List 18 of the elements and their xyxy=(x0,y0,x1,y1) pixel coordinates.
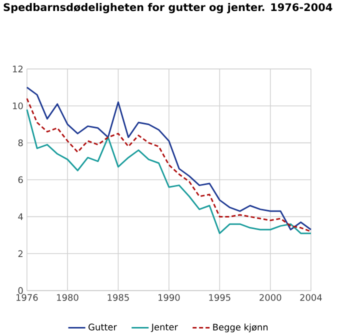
x-tick-label: 1985 xyxy=(108,294,129,301)
x-tick-label: 1990 xyxy=(158,294,180,301)
x-tick-label: 1980 xyxy=(57,294,78,301)
x-tick-label: 1976 xyxy=(16,294,38,301)
legend-label: Begge kjønn xyxy=(213,324,268,332)
y-tick-label: 8 xyxy=(18,139,23,146)
legend-label: Jenter xyxy=(150,324,178,332)
y-tick-label: 2 xyxy=(18,250,23,257)
y-tick-label: 4 xyxy=(18,213,23,220)
x-tick-label: 1995 xyxy=(209,294,230,301)
x-tick-label: 2004 xyxy=(300,294,322,301)
y-tick-label: 0 xyxy=(18,287,23,294)
y-tick-label: 10 xyxy=(12,102,23,110)
chart-title: Spedbarnsdødeligheten for gutter og jenter. 1976-2004 xyxy=(4,3,332,14)
y-tick-label: 12 xyxy=(12,66,23,72)
x-tick-label: 2000 xyxy=(260,294,282,301)
legend-label: Gutter xyxy=(88,324,117,330)
y-tick-label: 6 xyxy=(18,176,23,184)
